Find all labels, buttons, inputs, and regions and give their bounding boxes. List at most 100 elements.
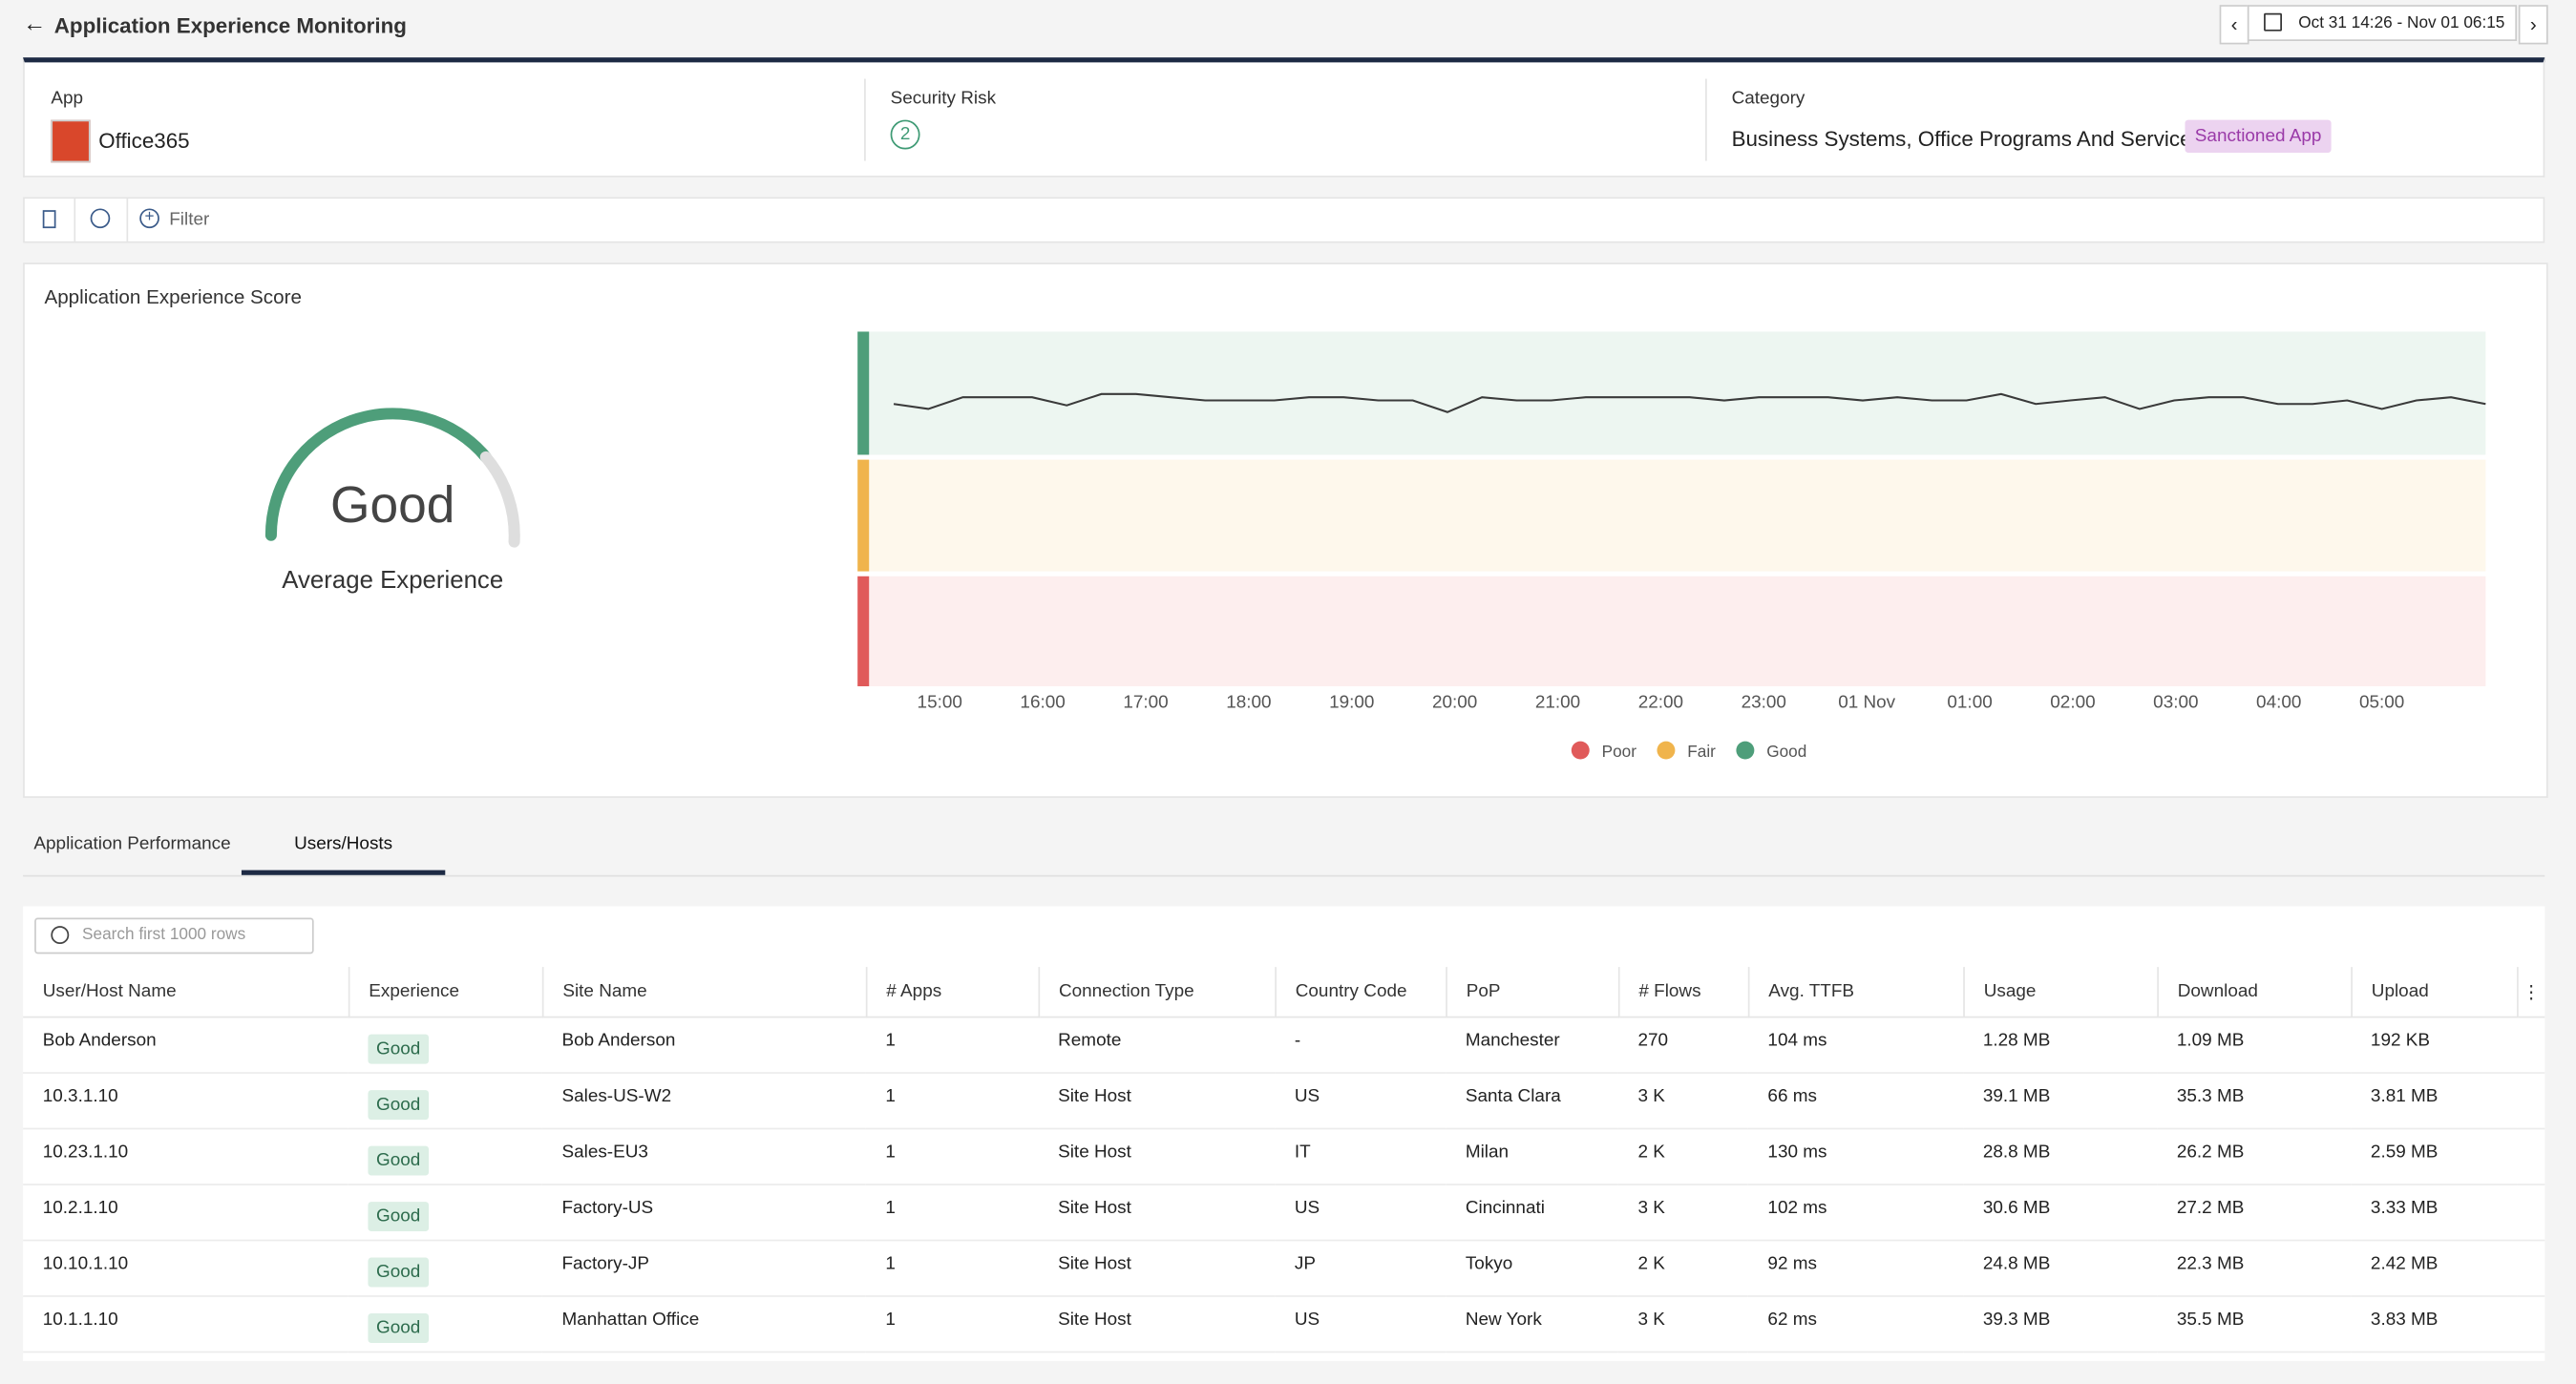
tab[interactable]: Application Performance	[33, 833, 231, 854]
table-cell: 27.2 MB	[2157, 1185, 2352, 1242]
table-cell: Remote	[1038, 1017, 1276, 1074]
table-cell: 104 ms	[1747, 1017, 1964, 1074]
x-tick-label: 23:00	[1742, 692, 1786, 712]
gauge-track	[479, 451, 520, 548]
table-cell: US	[1275, 1295, 1446, 1353]
experience-badge: Good	[368, 1145, 429, 1176]
column-menu: ⋮	[2517, 967, 2545, 1018]
divider	[126, 199, 129, 241]
table-cell	[2517, 1295, 2545, 1353]
table-cell: 39.1 MB	[1963, 1073, 2158, 1130]
table-cell: 102 ms	[1747, 1185, 1964, 1242]
table-cell: 35.3 MB	[2157, 1073, 2352, 1130]
tab-active[interactable]: Users/Hosts	[241, 814, 446, 875]
table-cell	[2517, 1185, 2545, 1242]
prev-range[interactable]: ‹	[2219, 5, 2249, 45]
x-tick-label: 02:00	[2050, 692, 2095, 712]
app-label: App	[51, 88, 84, 109]
gauge-value: Good	[330, 477, 454, 534]
table-cell: 3.81 MB	[2351, 1073, 2518, 1130]
table-cell: Tokyo	[1446, 1240, 1618, 1297]
column-header: Usage	[1963, 967, 2159, 1018]
experience-badge: Good	[368, 1202, 429, 1232]
search-box[interactable]: Search first 1000 rows	[34, 917, 314, 954]
table-card: Search first 1000 rows User/Host Name Exp…	[23, 906, 2545, 1361]
divider	[1705, 78, 1707, 161]
column-header: Download	[2157, 967, 2353, 1018]
good-marker	[857, 331, 870, 455]
table-cell: 10.2.1.10	[23, 1185, 348, 1242]
filter-bar: + Filter	[23, 197, 2545, 243]
column-header: # Apps	[865, 967, 1040, 1018]
legend-dot	[1657, 741, 1676, 760]
table-cell: Factory-US	[541, 1185, 866, 1242]
back-button[interactable]: ←	[23, 10, 47, 36]
table-row: 10.10.1.10 Good Factory-JP 1 Site Host JP Toky…	[23, 1240, 2545, 1297]
table-cell: IT	[1275, 1128, 1446, 1185]
table-cell: 66 ms	[1747, 1073, 1964, 1130]
table-cell: Manhattan Office	[541, 1295, 866, 1353]
date-picker[interactable]: Oct 31 14:26 - Nov 01 06:15	[2247, 5, 2518, 42]
column-header: Upload	[2351, 967, 2518, 1018]
legend-dot	[1736, 741, 1755, 760]
experience-badge: Good	[368, 1034, 429, 1064]
table-cell: 10.3.1.10	[23, 1073, 348, 1130]
filter-button[interactable]: Filter	[169, 210, 210, 230]
app-name: Office365	[98, 128, 190, 153]
column-header: PoP	[1446, 967, 1619, 1018]
divider	[864, 78, 866, 161]
risk-label: Security Risk	[890, 88, 997, 109]
table-cell: 130 ms	[1747, 1128, 1964, 1185]
gauge-caption: Average Experience	[282, 567, 503, 594]
gauge-fill	[264, 408, 492, 541]
x-tick-label: 20:00	[1432, 692, 1477, 712]
legend-dot	[1571, 741, 1590, 760]
table-cell: 35.5 MB	[2157, 1295, 2352, 1353]
table-cell: 92 ms	[1747, 1240, 1964, 1297]
table-cell: 22.3 MB	[2157, 1240, 2352, 1297]
table-cell	[2517, 1128, 2545, 1185]
x-tick-label: 04:00	[2256, 692, 2301, 712]
x-tick-label: 01 Nov	[1838, 692, 1895, 712]
score-title: Application Experience Score	[44, 286, 301, 308]
table-cell: 3.33 MB	[2351, 1185, 2518, 1242]
summary-card: App Office365 Security Risk 2 Category B…	[23, 57, 2545, 178]
tab-bar: Application Performance Users/Hosts	[23, 814, 2545, 877]
table-cell: Good	[348, 1185, 542, 1242]
table-cell: 10.10.1.10	[23, 1240, 348, 1297]
column-header: Experience	[348, 967, 543, 1018]
bookmark-button[interactable]	[42, 210, 56, 229]
x-tick-label: 19:00	[1329, 692, 1374, 712]
table-cell: New York	[1446, 1295, 1618, 1353]
table-cell: 1.28 MB	[1963, 1017, 2158, 1074]
history-button[interactable]	[90, 208, 111, 229]
legend-label: Good	[1766, 742, 1806, 761]
app-icon	[51, 119, 91, 163]
x-tick-label: 03:00	[2153, 692, 2198, 712]
x-tick-label: 17:00	[1123, 692, 1168, 712]
table-cell: Manchester	[1446, 1017, 1618, 1074]
column-header: Avg. TTFB	[1747, 967, 1965, 1018]
column-header: Site Name	[541, 967, 867, 1018]
table-cell: 3 K	[1617, 1073, 1748, 1130]
table-cell: 2.59 MB	[2351, 1128, 2518, 1185]
legend-label: Poor	[1602, 742, 1637, 761]
table-cell: 10.1.1.10	[23, 1295, 348, 1353]
table-cell	[2517, 1240, 2545, 1297]
category-value: Business Systems, Office Programs And Se…	[1731, 126, 2203, 152]
table-cell: 192 KB	[2351, 1017, 2518, 1074]
table-cell: Good	[348, 1295, 542, 1353]
table-cell: Site Host	[1038, 1185, 1276, 1242]
table-cell: Good	[348, 1240, 542, 1297]
table-cell: 1	[865, 1073, 1039, 1130]
table-cell: 28.8 MB	[1963, 1128, 2158, 1185]
table-cell	[2517, 1017, 2545, 1074]
next-range[interactable]: ›	[2518, 5, 2548, 45]
table-cell: 39.3 MB	[1963, 1295, 2158, 1353]
table-cell: Santa Clara	[1446, 1073, 1618, 1130]
x-tick-label: 15:00	[918, 692, 962, 712]
x-tick-label: 16:00	[1020, 692, 1065, 712]
table-cell: Good	[348, 1128, 542, 1185]
search-placeholder: Search first 1000 rows	[82, 926, 246, 945]
